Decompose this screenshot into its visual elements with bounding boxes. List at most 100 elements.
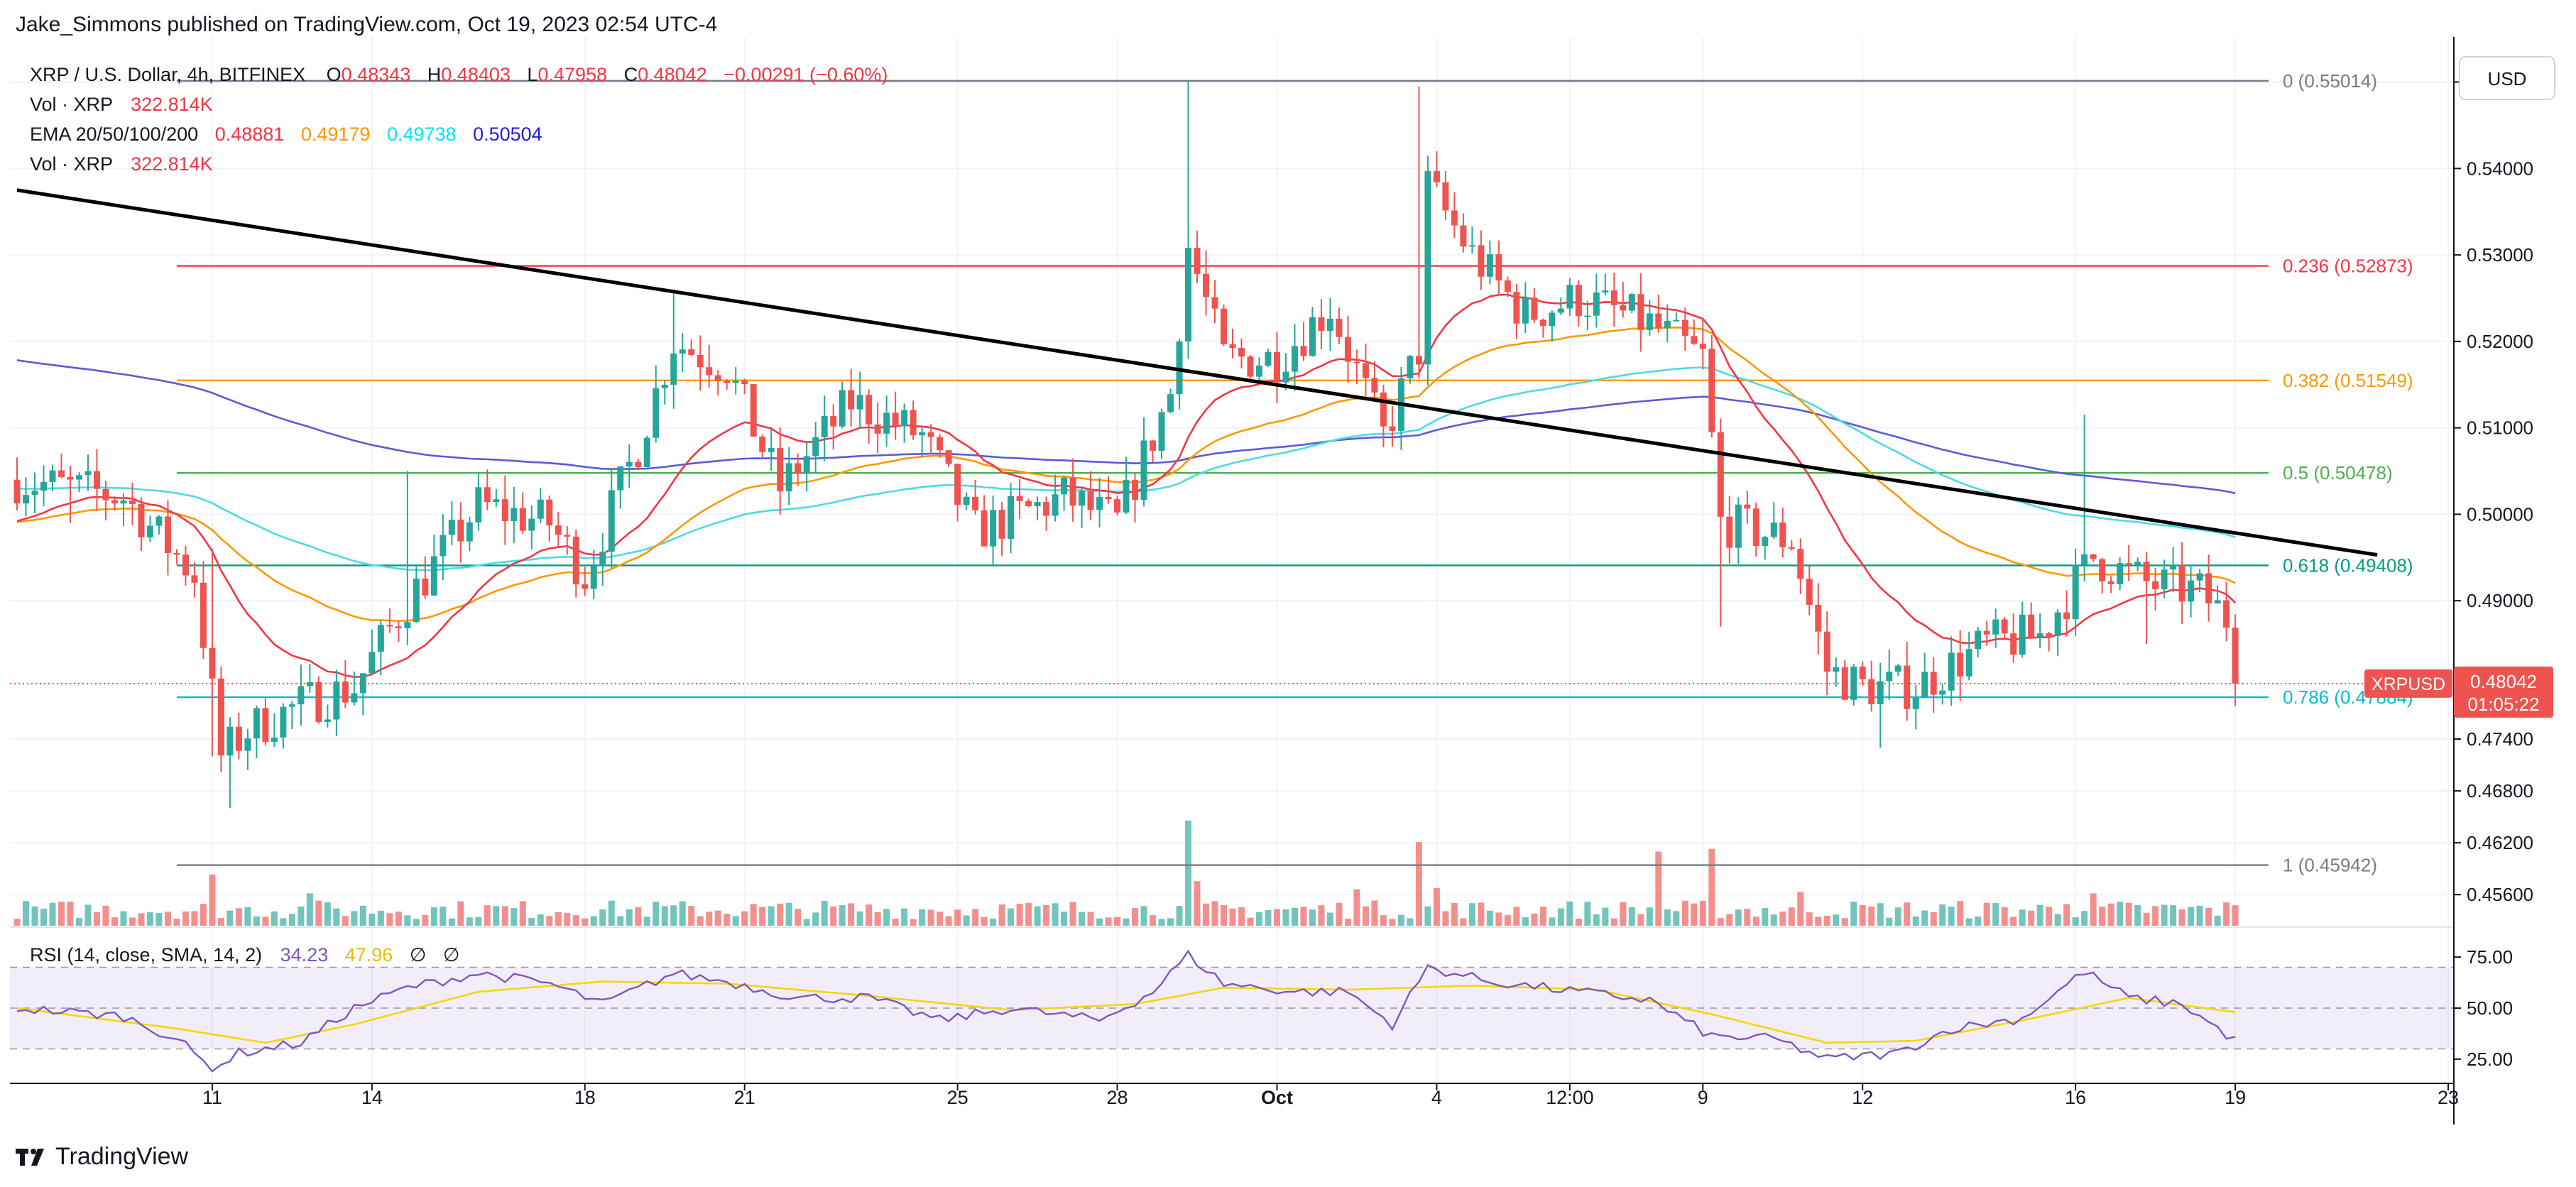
candle-body bbox=[546, 499, 553, 526]
candle-body bbox=[1309, 317, 1316, 356]
candle-body bbox=[848, 390, 855, 410]
candle-body bbox=[1371, 378, 1378, 393]
volume-bar bbox=[2143, 912, 2150, 926]
footer-brand[interactable]: TradingView bbox=[16, 1143, 188, 1171]
currency-box[interactable] bbox=[2459, 56, 2555, 100]
candle-body bbox=[501, 499, 508, 521]
volume-bar bbox=[2036, 904, 2043, 926]
candle-body bbox=[528, 518, 535, 531]
volume-bar bbox=[582, 918, 589, 926]
price-tick-label: 0.52000 bbox=[2467, 331, 2533, 352]
volume-bar bbox=[2214, 915, 2221, 926]
candle-body bbox=[706, 367, 713, 376]
candle-body bbox=[298, 686, 305, 705]
publisher-line: Jake_Simmons published on TradingView.co… bbox=[16, 13, 718, 36]
candle-body bbox=[555, 525, 562, 535]
volume-bar bbox=[1708, 848, 1715, 926]
volume-bar bbox=[883, 909, 890, 926]
volume-bar bbox=[1362, 906, 1369, 926]
volume-bar bbox=[111, 917, 118, 926]
candle-body bbox=[1096, 496, 1103, 510]
volume-bar bbox=[555, 912, 562, 926]
candle-body bbox=[217, 678, 224, 756]
volume-bar bbox=[2019, 909, 2026, 926]
candle-body bbox=[1655, 313, 1662, 329]
legend-close: 0.48042 bbox=[638, 64, 707, 85]
volume-bar bbox=[1522, 917, 1529, 926]
candle-body bbox=[1673, 319, 1680, 322]
volume-bar bbox=[1008, 908, 1015, 926]
candle-body bbox=[1167, 394, 1174, 412]
candle-body bbox=[1823, 631, 1830, 672]
candle-body bbox=[1894, 665, 1901, 672]
candle-body bbox=[1788, 547, 1795, 549]
volume-bar bbox=[1823, 915, 1830, 926]
candle-body bbox=[67, 476, 74, 480]
volume-bar bbox=[155, 913, 163, 926]
candle-body bbox=[102, 488, 109, 500]
candle-body bbox=[31, 491, 38, 496]
volume-bar bbox=[227, 910, 234, 926]
volume-bar bbox=[1380, 915, 1387, 926]
volume-bar bbox=[1371, 900, 1378, 926]
candle-body bbox=[1912, 697, 1919, 709]
candle-body bbox=[697, 354, 704, 368]
volume-bar bbox=[768, 906, 775, 926]
volume-bar bbox=[1788, 907, 1795, 926]
candle-body bbox=[1433, 170, 1440, 182]
volume-bar bbox=[919, 909, 926, 926]
candle-body bbox=[40, 481, 47, 491]
volume-bar bbox=[848, 903, 855, 926]
currency-selector[interactable]: USD bbox=[2459, 56, 2555, 100]
volume-bar bbox=[1797, 892, 1804, 926]
candle-body bbox=[1265, 351, 1272, 366]
candle-body bbox=[84, 471, 92, 476]
volume-bar bbox=[1673, 911, 1680, 926]
time-tick-label: 11 bbox=[202, 1087, 222, 1108]
candle-body bbox=[1859, 667, 1866, 679]
price-tick-label: 0.50000 bbox=[2467, 503, 2533, 525]
candle-body bbox=[2125, 563, 2132, 565]
candle-body bbox=[369, 652, 376, 674]
resistance-trendline bbox=[16, 188, 2378, 557]
candle-body bbox=[643, 437, 650, 467]
volume-bar bbox=[1203, 903, 1210, 926]
volume-bar bbox=[1096, 918, 1103, 926]
candle-body bbox=[1442, 182, 1449, 211]
volume-bar bbox=[1114, 917, 1121, 926]
legend-change: −0.00291 (−0.60%) bbox=[724, 64, 888, 85]
candle-body bbox=[235, 726, 242, 751]
price-tick-label: 0.47400 bbox=[2467, 728, 2533, 750]
candle-body bbox=[111, 500, 118, 504]
volume-bar bbox=[49, 902, 56, 926]
candle-body bbox=[448, 520, 455, 535]
volume-bar bbox=[253, 916, 260, 926]
volume-bar bbox=[1610, 918, 1617, 926]
volume-bar bbox=[13, 919, 21, 926]
candle-body bbox=[1389, 426, 1396, 431]
legend-ema200: 0.50504 bbox=[473, 124, 542, 145]
volume-bar bbox=[501, 906, 508, 926]
time-tick-label: 23 bbox=[2438, 1087, 2459, 1108]
candle-body bbox=[493, 499, 500, 503]
candle-body bbox=[1797, 549, 1804, 579]
time-tick-label: 18 bbox=[574, 1087, 596, 1108]
candle-body bbox=[351, 693, 358, 703]
volume-bar bbox=[608, 900, 615, 926]
time-tick-label: 9 bbox=[1698, 1087, 1708, 1108]
legend: XRP / U.S. Dollar, 4h, BITFINEX O0.48343… bbox=[30, 64, 888, 966]
volume-bar bbox=[785, 902, 792, 926]
candle-body bbox=[484, 487, 491, 503]
candle-body bbox=[883, 412, 890, 434]
candle-body bbox=[1868, 679, 1875, 704]
volume-bar bbox=[1539, 906, 1546, 926]
volume-bar bbox=[1557, 908, 1564, 926]
volume-bar bbox=[440, 907, 447, 926]
volume-bar bbox=[1593, 914, 1600, 926]
volume-bar bbox=[1912, 916, 1919, 926]
candle-body bbox=[1380, 392, 1387, 427]
volume-bar bbox=[271, 911, 278, 926]
candle-body bbox=[49, 470, 56, 482]
candle-body bbox=[1806, 579, 1813, 605]
